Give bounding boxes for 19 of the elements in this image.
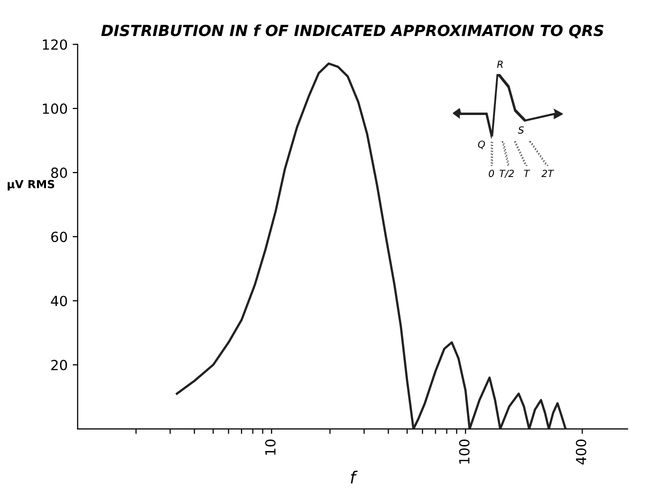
x-tick-label: 400 <box>576 440 586 464</box>
annotation: Q <box>478 140 485 150</box>
y-tick-label: 20 <box>51 360 67 370</box>
annotation: T <box>524 170 530 177</box>
x-tick-label: 100 <box>459 440 470 464</box>
annotation: R <box>497 60 503 68</box>
y-axis-title: μV RMS <box>8 180 54 190</box>
annotation: 0 <box>488 170 494 178</box>
annotation: T/2 <box>500 170 514 178</box>
y-tick-label: 100 <box>42 103 67 114</box>
y-tick-label: 80 <box>51 168 67 178</box>
annotation: 2T <box>541 170 554 177</box>
y-tick-label: 40 <box>50 296 67 306</box>
x-axis-title: f <box>350 470 358 484</box>
y-tick-label: 60 <box>51 232 67 242</box>
x-tick-label: 10 <box>265 440 276 455</box>
chart-title: DISTRIBUTION IN f OF INDICATED APPROXIMATION TO QRS <box>101 24 604 38</box>
y-tick-label: 120 <box>42 39 67 50</box>
annotation: S <box>518 126 524 134</box>
